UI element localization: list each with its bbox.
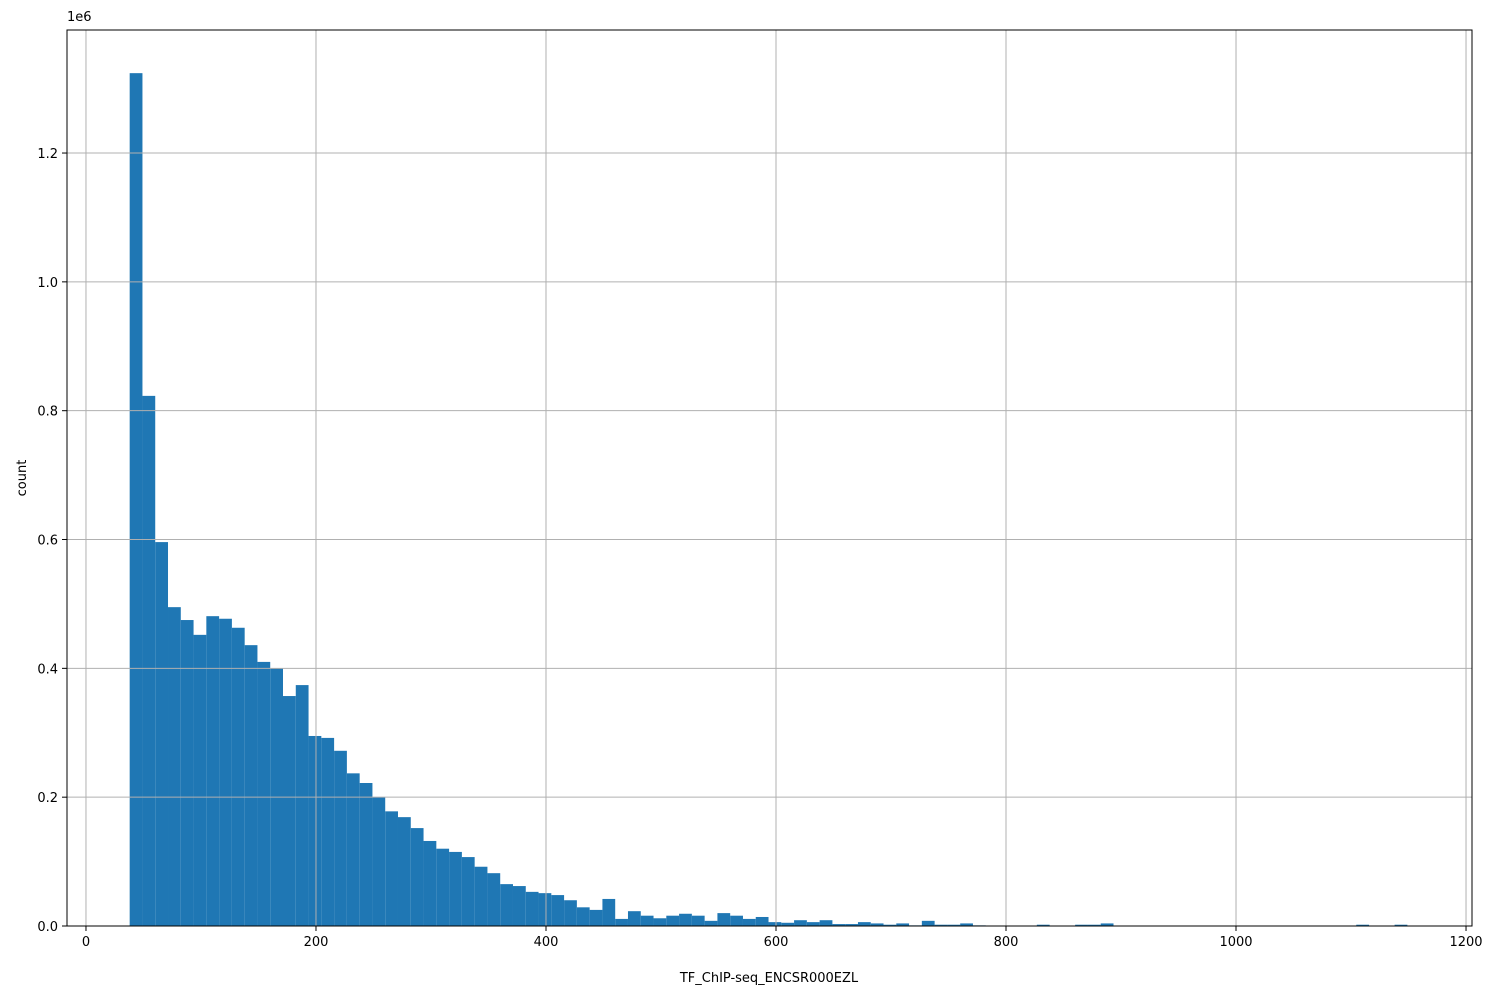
- bar: [666, 916, 679, 926]
- bar: [539, 893, 552, 926]
- bar: [475, 867, 488, 926]
- bar: [372, 797, 385, 926]
- bar: [769, 922, 782, 926]
- bar: [654, 918, 667, 926]
- bar: [424, 841, 437, 926]
- bar: [142, 396, 155, 926]
- bar: [155, 542, 168, 926]
- bar: [334, 751, 347, 926]
- bar: [526, 892, 539, 926]
- bar: [168, 607, 181, 926]
- x-tick-label: 200: [304, 935, 329, 950]
- bar: [551, 895, 564, 926]
- x-axis-label: TF_ChIP-seq_ENCSR000EZL: [679, 971, 859, 986]
- bar: [436, 849, 449, 926]
- bar: [257, 662, 270, 926]
- bar: [206, 616, 219, 926]
- x-tick-label: 0: [82, 935, 90, 950]
- bar: [807, 922, 820, 926]
- bar: [296, 685, 309, 926]
- bar: [717, 913, 730, 926]
- y-tick-label: 0.4: [37, 662, 58, 677]
- y-tick-label: 1.2: [37, 147, 58, 162]
- x-tick-label: 1000: [1219, 935, 1252, 950]
- bar: [283, 696, 296, 926]
- bar: [577, 907, 590, 926]
- x-tick-label: 600: [764, 935, 789, 950]
- bar: [398, 817, 411, 926]
- bar: [347, 773, 360, 926]
- bar: [500, 884, 513, 926]
- bar: [756, 917, 769, 926]
- bar: [705, 921, 718, 926]
- bar: [194, 635, 207, 926]
- bar: [411, 828, 424, 926]
- x-tick-label: 400: [534, 935, 559, 950]
- bar: [321, 738, 334, 926]
- y-tick-label: 0.8: [37, 405, 58, 420]
- bar: [309, 736, 322, 926]
- bar: [602, 899, 615, 926]
- bar: [360, 783, 373, 926]
- bar: [385, 811, 398, 926]
- bar: [232, 628, 245, 926]
- x-tick-label: 800: [994, 935, 1019, 950]
- bar: [513, 886, 526, 926]
- bar: [858, 922, 871, 926]
- bar: [130, 73, 143, 926]
- bar: [615, 919, 628, 926]
- bar: [692, 916, 705, 926]
- bar: [628, 911, 641, 926]
- bar: [462, 857, 475, 926]
- y-offset-label: 1e6: [67, 10, 92, 25]
- bar: [181, 620, 194, 926]
- bar: [641, 916, 654, 926]
- bar: [590, 910, 603, 926]
- bar: [730, 916, 743, 926]
- bar: [219, 619, 232, 926]
- bar: [922, 921, 935, 926]
- bar: [487, 873, 500, 926]
- bar: [449, 852, 462, 926]
- bar: [794, 920, 807, 926]
- y-tick-label: 0.0: [37, 920, 58, 935]
- bar: [679, 914, 692, 926]
- bar: [743, 919, 756, 926]
- y-tick-label: 0.6: [37, 534, 58, 549]
- x-tick-label: 1200: [1449, 935, 1482, 950]
- y-tick-label: 0.2: [37, 791, 58, 806]
- bar: [820, 920, 833, 926]
- bar: [245, 645, 258, 926]
- y-axis-label: count: [15, 460, 30, 497]
- bar: [564, 900, 577, 926]
- y-tick-label: 1.0: [37, 276, 58, 291]
